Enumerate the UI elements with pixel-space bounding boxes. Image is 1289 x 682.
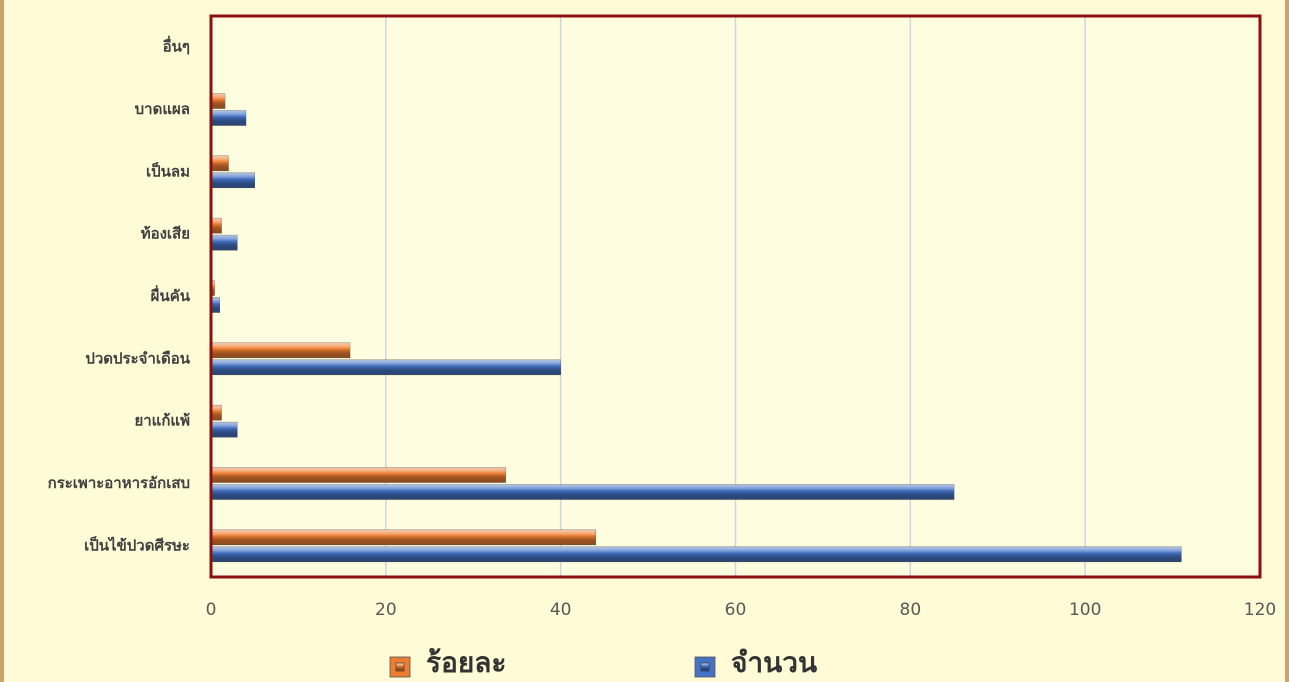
legend-swatch-inner: [700, 662, 710, 672]
bar-shade: [211, 422, 238, 438]
bar-shade: [211, 467, 506, 483]
y-tick-label: กระเพาะอาหารอักเสบ: [48, 474, 190, 492]
page-edge: [1285, 0, 1289, 682]
bar-shade: [211, 546, 1182, 562]
legend-label: จำนวน: [731, 646, 817, 679]
y-tick-label: บาดแผล: [135, 100, 190, 118]
x-tick-label: 60: [725, 600, 747, 620]
y-tick-label: เป็นไข้ปวดศีรษะ: [84, 535, 190, 554]
bar-shade: [211, 529, 596, 545]
legend-swatch-inner: [395, 662, 405, 672]
x-tick-label: 80: [900, 600, 922, 620]
bar-shade: [211, 172, 255, 188]
legend-label: ร้อยละ: [426, 646, 506, 679]
x-tick-label: 0: [206, 600, 217, 620]
x-tick-label: 20: [375, 600, 397, 620]
bar-shade: [211, 218, 222, 234]
y-tick-label: อื่นๆ: [163, 36, 190, 56]
bar-shade: [211, 93, 225, 109]
bar-shade: [211, 280, 215, 296]
x-tick-label: 120: [1244, 600, 1276, 620]
y-tick-label: ยาแก้แพ้: [134, 412, 190, 430]
bar-shade: [211, 155, 229, 171]
bar-shade: [211, 359, 561, 375]
x-tick-label: 100: [1069, 600, 1101, 620]
bar-shade: [211, 342, 350, 358]
bar-shade: [211, 405, 222, 421]
y-tick-label: ปวดประจำเดือน: [85, 349, 190, 367]
y-tick-label: ท้องเสีย: [141, 225, 190, 243]
plot-border: [209, 14, 1262, 579]
x-tick-label: 40: [550, 600, 572, 620]
bar-shade: [211, 235, 238, 251]
page-edge: [0, 0, 4, 682]
bar-shade: [211, 297, 220, 313]
bar-shade: [211, 484, 955, 500]
y-tick-label: ผื่นคัน: [150, 285, 190, 305]
y-tick-label: เป็นลม: [146, 161, 190, 180]
bar-shade: [211, 110, 246, 126]
